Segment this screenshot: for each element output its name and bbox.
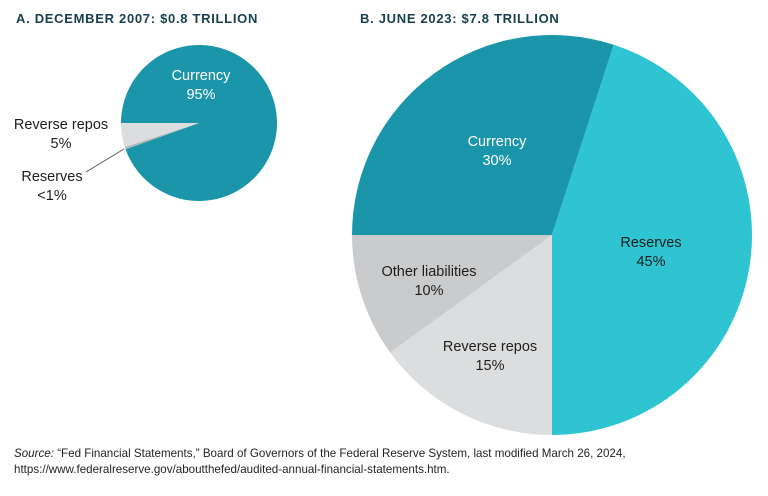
pie-b-label-reserves: Reserves 45%	[581, 234, 721, 272]
pie-slice-reverse-repos	[121, 123, 199, 147]
pie-slice-reverse-repos	[390, 235, 552, 435]
reserves-leader-line	[85, 148, 125, 173]
pie-a-reserves-pct: <1%	[37, 188, 67, 205]
pie-b-label-other-liabilities: Other liabilities 10%	[355, 263, 503, 301]
pie-a-reserves-name: Reserves	[21, 169, 83, 185]
pie-b-currency-pct: 30%	[482, 153, 512, 170]
source-line-2: https://www.federalreserve.gov/aboutthef…	[14, 462, 756, 478]
pie-slice-currency	[352, 35, 614, 236]
pie-a-currency-pct: 95%	[186, 87, 216, 104]
pie-a-reverse-repos-pct: 5%	[50, 136, 72, 153]
pie-b-reverse-repos-name: Reverse repos	[442, 339, 538, 355]
source-line-1: Source: “Fed Financial Statements,” Boar…	[14, 446, 756, 462]
pie-chart-b	[352, 35, 752, 435]
pie-chart-a	[121, 44, 277, 201]
source-text: “Fed Financial Statements,” Board of Gov…	[53, 447, 626, 460]
source-label: Source:	[14, 447, 54, 460]
pie-slice-reserves	[552, 44, 752, 435]
pie-b-currency-name: Currency	[467, 134, 527, 150]
pie-b-reserves-name: Reserves	[620, 235, 682, 251]
source-note: Source: “Fed Financial Statements,” Boar…	[14, 446, 756, 478]
chart-a-title: A. DECEMBER 2007: $0.8 TRILLION	[16, 11, 259, 26]
pie-b-other-liabilities-pct: 10%	[414, 283, 444, 300]
pie-b-label-currency: Currency 30%	[427, 133, 567, 171]
pie-slice-other-liabilities	[352, 235, 552, 353]
pie-a-reverse-repos-name: Reverse repos	[13, 117, 109, 133]
chart-b-title: B. JUNE 2023: $7.8 TRILLION	[360, 11, 560, 26]
pie-b-label-reverse-repos: Reverse repos 15%	[416, 338, 564, 376]
pie-a-currency-name: Currency	[171, 68, 231, 84]
pie-slice-reserves	[124, 123, 199, 150]
pie-b-other-liabilities-name: Other liabilities	[381, 264, 477, 280]
source-url: https://www.federalreserve.gov/aboutthef…	[14, 463, 450, 477]
pie-a-label-reserves: Reserves <1%	[0, 168, 114, 206]
pie-slice-currency	[121, 44, 277, 201]
pie-b-reverse-repos-pct: 15%	[475, 358, 505, 375]
pie-a-label-currency: Currency 95%	[131, 67, 271, 105]
pie-b-reserves-pct: 45%	[636, 254, 666, 271]
pie-a-label-reverse-repos: Reverse repos 5%	[0, 116, 123, 154]
